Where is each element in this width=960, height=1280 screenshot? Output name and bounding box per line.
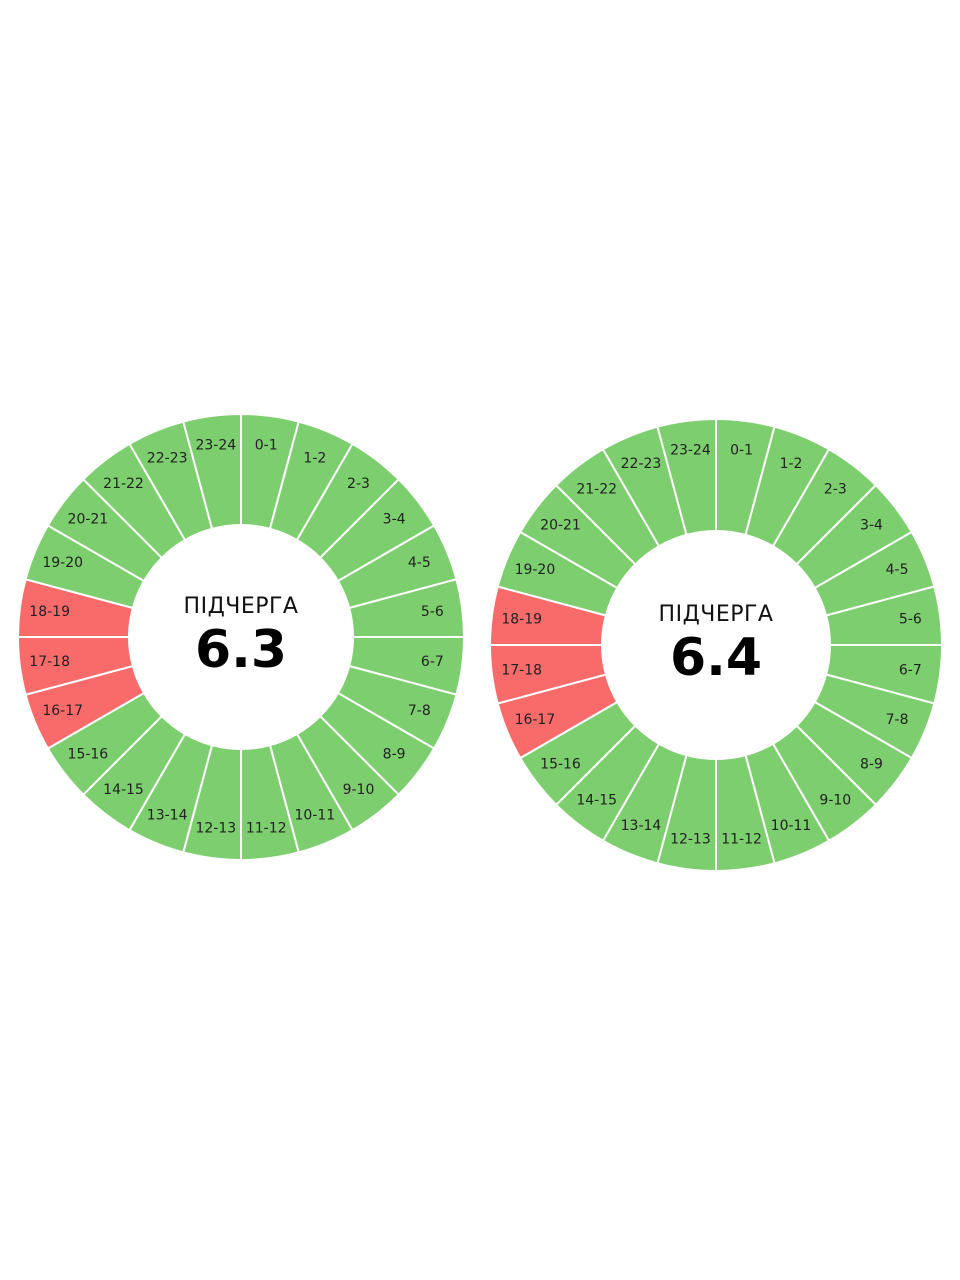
hour-label: 5-6 bbox=[421, 604, 444, 620]
hour-label: 0-1 bbox=[730, 443, 753, 459]
hour-segment bbox=[656, 417, 717, 537]
queue-caption: ПІДЧЕРГА bbox=[184, 594, 299, 619]
hour-label: 8-9 bbox=[383, 746, 406, 762]
hour-label: 14-15 bbox=[576, 792, 617, 808]
hour-label: 7-8 bbox=[408, 703, 431, 719]
hour-label: 23-24 bbox=[195, 438, 236, 454]
hour-label: 18-19 bbox=[501, 611, 542, 627]
hour-label: 2-3 bbox=[824, 482, 847, 498]
hour-label: 6-7 bbox=[421, 654, 444, 670]
hour-label: 4-5 bbox=[886, 562, 909, 578]
hour-label: 11-12 bbox=[721, 831, 762, 847]
hour-label: 5-6 bbox=[899, 611, 922, 627]
hour-label: 22-23 bbox=[621, 456, 662, 472]
hour-label: 14-15 bbox=[103, 782, 144, 798]
hour-label: 13-14 bbox=[621, 818, 662, 834]
hour-label: 12-13 bbox=[670, 831, 711, 847]
hour-label: 11-12 bbox=[246, 820, 287, 836]
hour-label: 12-13 bbox=[195, 820, 236, 836]
hour-label: 19-20 bbox=[515, 562, 556, 578]
hour-label: 2-3 bbox=[347, 476, 370, 492]
hour-label: 17-18 bbox=[501, 663, 542, 679]
hour-label: 18-19 bbox=[29, 604, 70, 620]
hour-label: 9-10 bbox=[819, 792, 851, 808]
hour-label: 9-10 bbox=[343, 782, 375, 798]
hour-label: 6-7 bbox=[899, 663, 922, 679]
hour-label: 3-4 bbox=[860, 518, 883, 534]
hour-label: 21-22 bbox=[103, 476, 144, 492]
hour-label: 7-8 bbox=[886, 712, 909, 728]
hour-label: 0-1 bbox=[255, 438, 278, 454]
hour-segment bbox=[182, 412, 242, 531]
hour-label: 13-14 bbox=[147, 807, 188, 823]
hour-label: 22-23 bbox=[147, 451, 188, 467]
hour-label: 15-16 bbox=[540, 756, 581, 772]
hour-label: 21-22 bbox=[576, 482, 617, 498]
hour-label: 16-17 bbox=[42, 703, 83, 719]
hour-label: 1-2 bbox=[780, 456, 803, 472]
hour-label: 16-17 bbox=[515, 712, 556, 728]
hour-label: 10-11 bbox=[295, 807, 336, 823]
hour-label: 20-21 bbox=[540, 518, 581, 534]
queue-number: 6.3 bbox=[195, 620, 287, 680]
hour-label: 8-9 bbox=[860, 756, 883, 772]
dial: 0-1 1-2 2-3 3-4 4-5 5-6 6-7 7-8 8-9 9-10 10-11 11-1… bbox=[16, 412, 466, 862]
hour-label: 10-11 bbox=[771, 818, 812, 834]
hour-label: 20-21 bbox=[68, 512, 109, 528]
hour-label: 15-16 bbox=[68, 746, 109, 762]
hour-label: 23-24 bbox=[670, 443, 711, 459]
hour-label: 1-2 bbox=[303, 451, 326, 467]
hour-label: 4-5 bbox=[408, 555, 431, 571]
dial: 0-1 1-2 2-3 3-4 4-5 5-6 6-7 7-8 8-9 9-10 10-11 11-1… bbox=[488, 417, 944, 873]
queue-number: 6.4 bbox=[670, 628, 762, 688]
hour-label: 3-4 bbox=[383, 512, 406, 528]
hour-label: 17-18 bbox=[29, 654, 70, 670]
queue-caption: ПІДЧЕРГА bbox=[659, 602, 774, 627]
hour-label: 19-20 bbox=[42, 555, 83, 571]
